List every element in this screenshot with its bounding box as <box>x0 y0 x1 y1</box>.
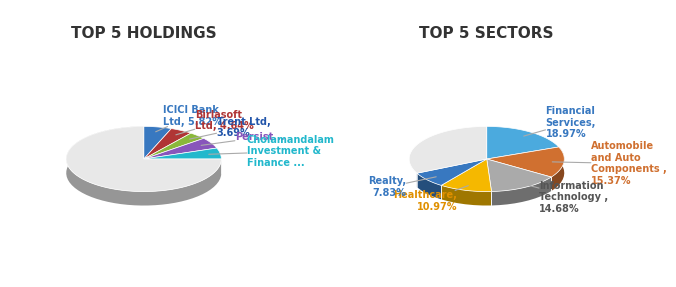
PathPatch shape <box>487 127 559 159</box>
PathPatch shape <box>144 133 203 159</box>
PathPatch shape <box>144 138 217 159</box>
PathPatch shape <box>66 127 221 192</box>
PathPatch shape <box>487 159 552 191</box>
Text: Cholamandalam
Investment &
Finance ...: Cholamandalam Investment & Finance ... <box>209 135 335 168</box>
Title: TOP 5 HOLDINGS: TOP 5 HOLDINGS <box>71 26 216 41</box>
Text: Financial
Services,
18.97%: Financial Services, 18.97% <box>524 106 596 139</box>
Polygon shape <box>441 185 491 205</box>
Text: Information
Technology ,
14.68%: Information Technology , 14.68% <box>520 181 608 214</box>
Text: Automobile
and Auto
Components ,
15.37%: Automobile and Auto Components , 15.37% <box>552 141 667 186</box>
Text: Healthcare,
10.97%: Healthcare, 10.97% <box>393 186 468 212</box>
PathPatch shape <box>144 127 171 159</box>
Text: Birlasoft
Ltd, 4.64%: Birlasoft Ltd, 4.64% <box>176 110 254 135</box>
PathPatch shape <box>144 129 191 159</box>
Text: Trent Ltd,
3.69%: Trent Ltd, 3.69% <box>189 117 270 139</box>
PathPatch shape <box>409 127 487 173</box>
Title: TOP 5 SECTORS: TOP 5 SECTORS <box>420 26 554 41</box>
Text: ICICI Bank
Ltd, 5.82%: ICICI Bank Ltd, 5.82% <box>155 105 222 132</box>
Polygon shape <box>66 127 221 205</box>
PathPatch shape <box>441 159 491 192</box>
PathPatch shape <box>144 148 221 159</box>
Polygon shape <box>552 147 564 191</box>
Polygon shape <box>491 177 552 205</box>
Text: Persist...: Persist... <box>201 132 285 146</box>
PathPatch shape <box>417 159 487 185</box>
Text: Realty,
7.83%: Realty, 7.83% <box>368 177 436 198</box>
PathPatch shape <box>487 147 564 177</box>
Polygon shape <box>417 173 441 199</box>
